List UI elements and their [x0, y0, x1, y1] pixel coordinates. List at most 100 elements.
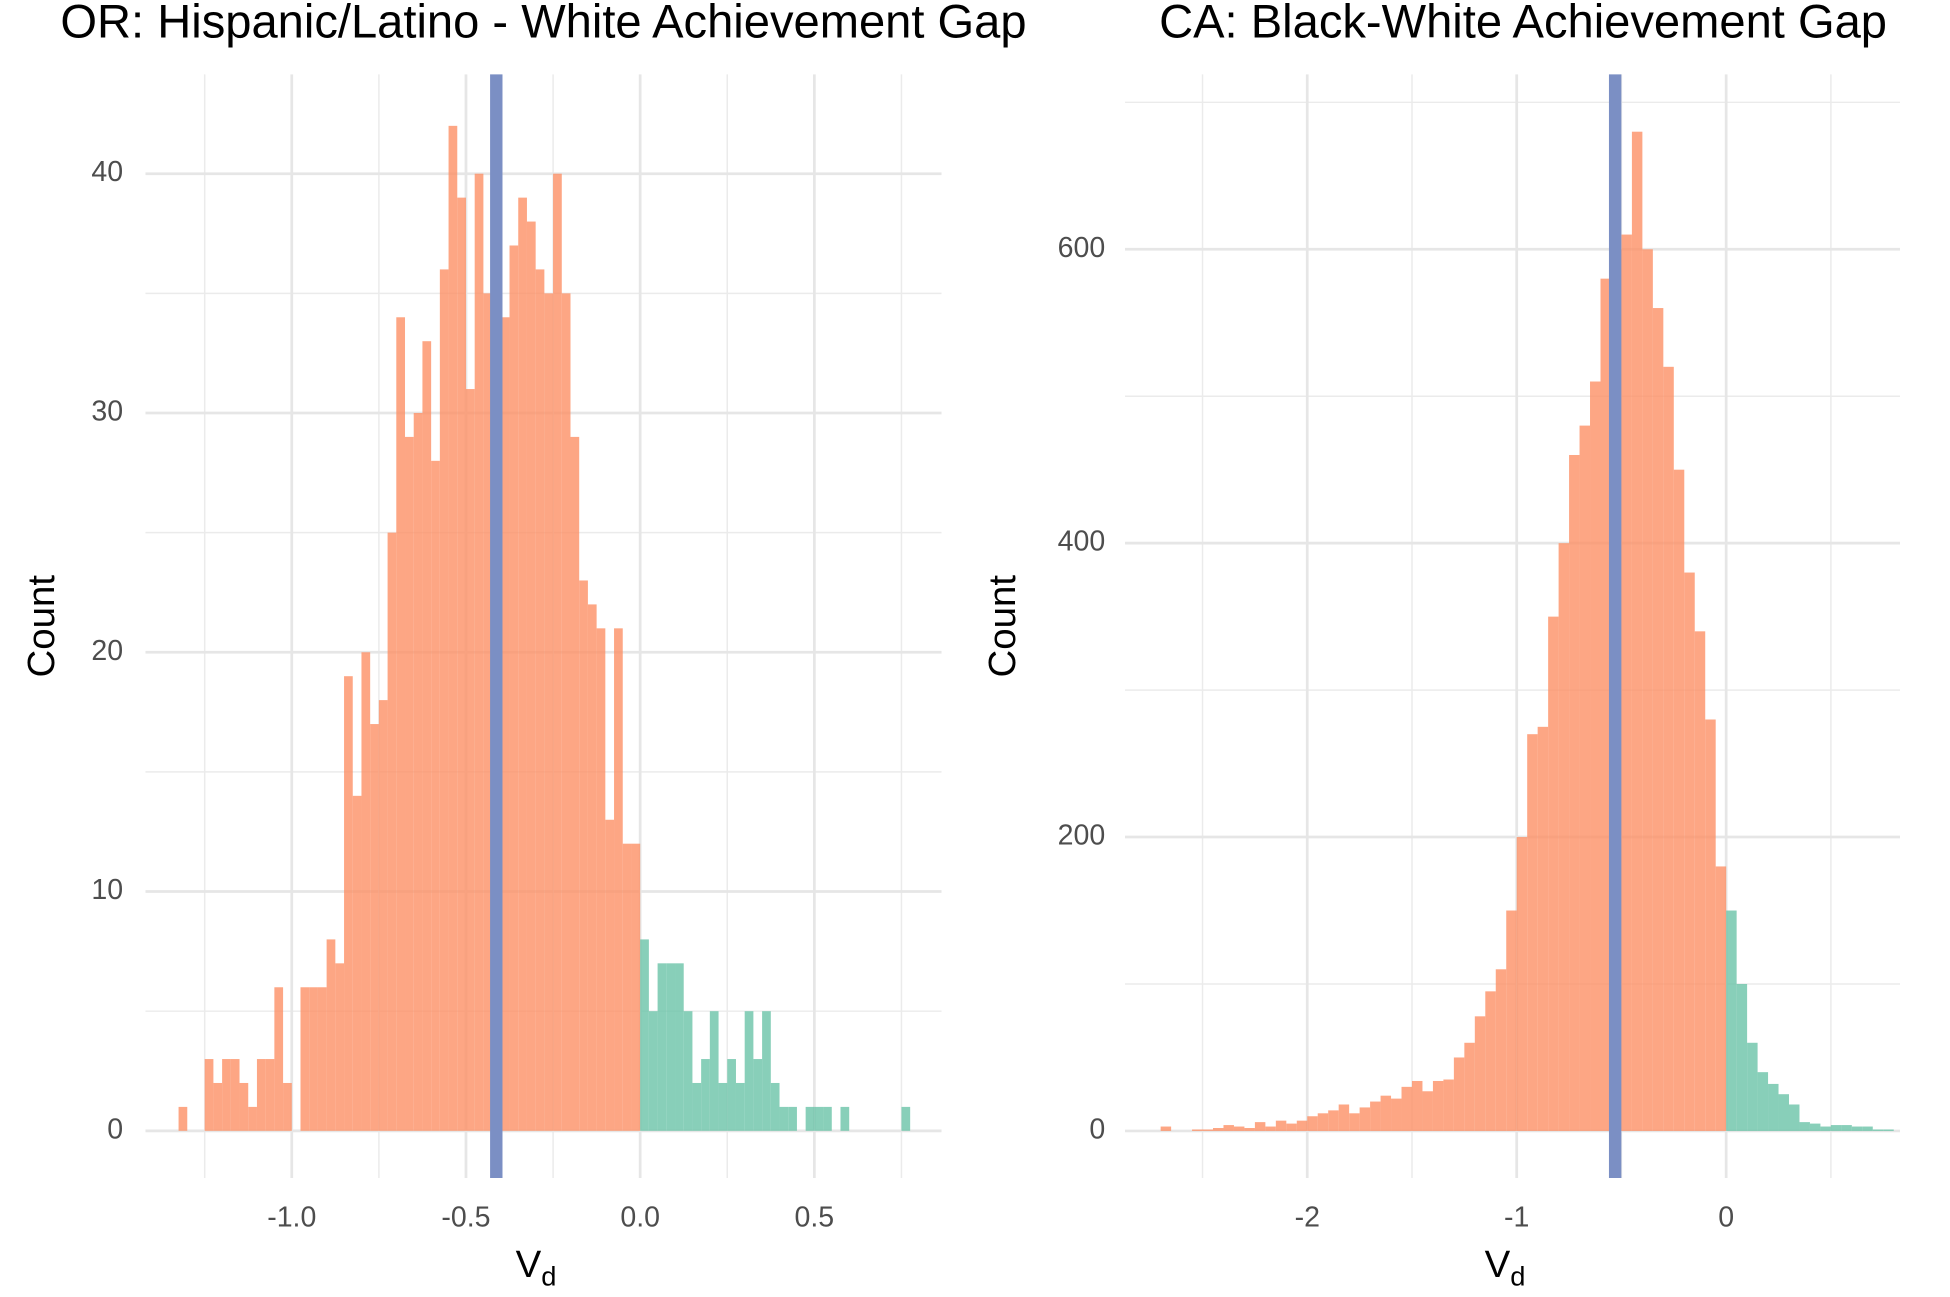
y-tick-label: 0 [107, 1113, 123, 1145]
y-tick-label: 30 [91, 396, 123, 428]
histogram-bar [1548, 616, 1559, 1131]
histogram-bar [1778, 1094, 1790, 1131]
histogram-bar [657, 963, 667, 1131]
histogram-bar [1296, 1120, 1308, 1131]
histogram-bar [631, 843, 641, 1131]
panel: -2 -1 0 0 200 400 600 CA: Black-White Achieveme… [981, 0, 1901, 1292]
histogram-bar [605, 819, 615, 1131]
histogram-bar [1715, 866, 1727, 1131]
histogram-bar [1600, 278, 1611, 1131]
histogram-bar [1809, 1123, 1821, 1131]
histogram-bar [457, 197, 466, 1131]
histogram-bar [1192, 1129, 1203, 1131]
x-axis-title-main: V [516, 1243, 542, 1286]
histogram-bar [1202, 1129, 1214, 1131]
histogram-bar [431, 460, 440, 1131]
x-axis-title-sub: d [541, 1261, 556, 1292]
histogram-bar [744, 1011, 754, 1131]
y-tick-label: 0 [1089, 1113, 1105, 1145]
histogram-bar [396, 317, 406, 1131]
histogram-bar [640, 939, 649, 1131]
histogram-bar [239, 1082, 249, 1131]
histogram-bar [178, 1106, 188, 1131]
histogram-bar [1747, 1042, 1758, 1131]
histogram-bar [1422, 1091, 1433, 1131]
histogram-bar [483, 293, 493, 1131]
histogram-bar [596, 628, 606, 1131]
histogram-bar [648, 1011, 658, 1131]
histogram-bar [361, 652, 371, 1131]
histogram-bar [344, 676, 353, 1131]
histogram-bar [718, 1082, 728, 1131]
histogram-bar [1370, 1101, 1381, 1131]
histogram-bar [1621, 234, 1632, 1131]
histogram-bar [622, 843, 632, 1131]
histogram-bar [1631, 131, 1643, 1131]
histogram-bar [526, 221, 536, 1131]
histogram-bar [1642, 249, 1653, 1131]
y-axis-title: Count [20, 575, 63, 678]
histogram-bar [753, 1059, 763, 1131]
histogram-bar [1244, 1128, 1255, 1131]
histogram-bar [274, 987, 284, 1131]
histogram-bar [1464, 1042, 1475, 1131]
histogram-bar [378, 700, 388, 1131]
histogram-bar [1286, 1123, 1297, 1131]
histogram-bar [300, 987, 310, 1131]
histogram-bar [709, 1011, 719, 1131]
histogram-bar [1307, 1116, 1318, 1131]
histogram-bar [579, 580, 588, 1131]
histogram-bar [1317, 1113, 1329, 1131]
histogram-bar [309, 987, 318, 1131]
histogram-bar [283, 1082, 292, 1131]
histogram-bar [1485, 991, 1496, 1131]
histogram-bar [1223, 1125, 1234, 1131]
histogram-bar [535, 269, 545, 1131]
x-tick-label: 0.0 [620, 1201, 660, 1233]
histogram-bar [370, 724, 379, 1131]
histogram-bar [901, 1106, 911, 1131]
histogram-bar [405, 436, 414, 1131]
chart-title: OR: Hispanic/Latino - White Achievement … [60, 0, 1026, 47]
y-tick-label: 10 [91, 874, 123, 906]
histogram-bar [683, 1011, 693, 1131]
y-tick-label: 400 [1058, 526, 1106, 558]
histogram-bar [1213, 1128, 1224, 1131]
histogram-bar [265, 1059, 275, 1131]
histogram-bar [1516, 837, 1528, 1131]
histogram-bar [1233, 1126, 1245, 1131]
histogram-bar [1872, 1129, 1884, 1131]
histogram-bar [1590, 381, 1601, 1131]
histogram-bar [422, 341, 432, 1131]
histogram-bar [1768, 1083, 1779, 1131]
histogram-bar [1432, 1080, 1444, 1131]
histogram-bar [326, 939, 336, 1131]
histogram-bar [1673, 469, 1685, 1131]
histogram-bar [553, 173, 562, 1131]
histogram-bar [762, 1011, 771, 1131]
panel: -1.0 -0.5 0.0 0.5 0 10 20 30 40 OR: Hispanic/Lati… [20, 0, 1027, 1292]
histogram-bar [1684, 572, 1695, 1131]
histogram-bar [1579, 425, 1591, 1131]
histogram-bar [317, 987, 327, 1131]
histogram-bar [352, 795, 362, 1131]
histogram-bar [1254, 1122, 1266, 1131]
chart-title: CA: Black-White Achievement Gap [1159, 0, 1887, 47]
histogram-bar [1789, 1104, 1800, 1131]
histogram-bar [474, 173, 484, 1131]
histogram-bar [1401, 1086, 1412, 1131]
x-tick-label: -1.0 [267, 1201, 316, 1233]
y-axis-title: Count [981, 575, 1024, 678]
histogram-bar [544, 293, 554, 1131]
histogram-bar [448, 125, 458, 1131]
histogram-bar [1820, 1126, 1831, 1131]
histogram-bar [614, 628, 623, 1131]
histogram-bar [465, 389, 475, 1131]
histogram-bar [814, 1106, 824, 1131]
histogram-bar [770, 1082, 780, 1131]
histogram-bar [735, 1082, 745, 1131]
x-axis-title-sub: d [1510, 1261, 1525, 1292]
histogram-bar [1569, 454, 1580, 1131]
histogram-bar [1265, 1126, 1276, 1131]
